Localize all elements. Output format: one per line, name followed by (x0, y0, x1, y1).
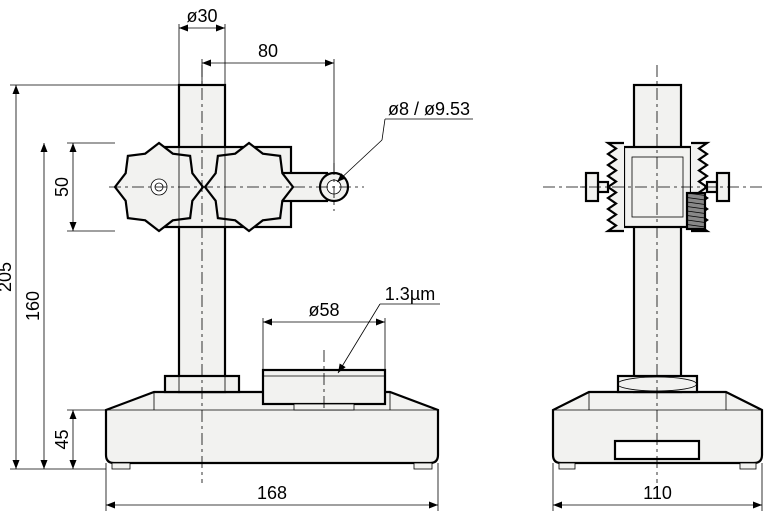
dim-205: 205 (0, 262, 15, 292)
side-column (634, 85, 681, 392)
dim-50: 50 (52, 177, 72, 197)
dim-168: 168 (257, 483, 287, 503)
dim-d58: ø58 (308, 300, 339, 320)
dim-flatness: 1.3µm (385, 284, 435, 304)
dim-d30: ø30 (186, 6, 217, 26)
side-view (543, 65, 766, 483)
dim-bore: ø8 / ø9.53 (388, 99, 470, 119)
dim-110: 110 (643, 483, 672, 503)
front-view (106, 65, 438, 483)
dim-45: 45 (52, 429, 72, 449)
dim-80: 80 (258, 41, 278, 61)
dim-160: 160 (23, 291, 43, 321)
side-holder (624, 147, 691, 227)
